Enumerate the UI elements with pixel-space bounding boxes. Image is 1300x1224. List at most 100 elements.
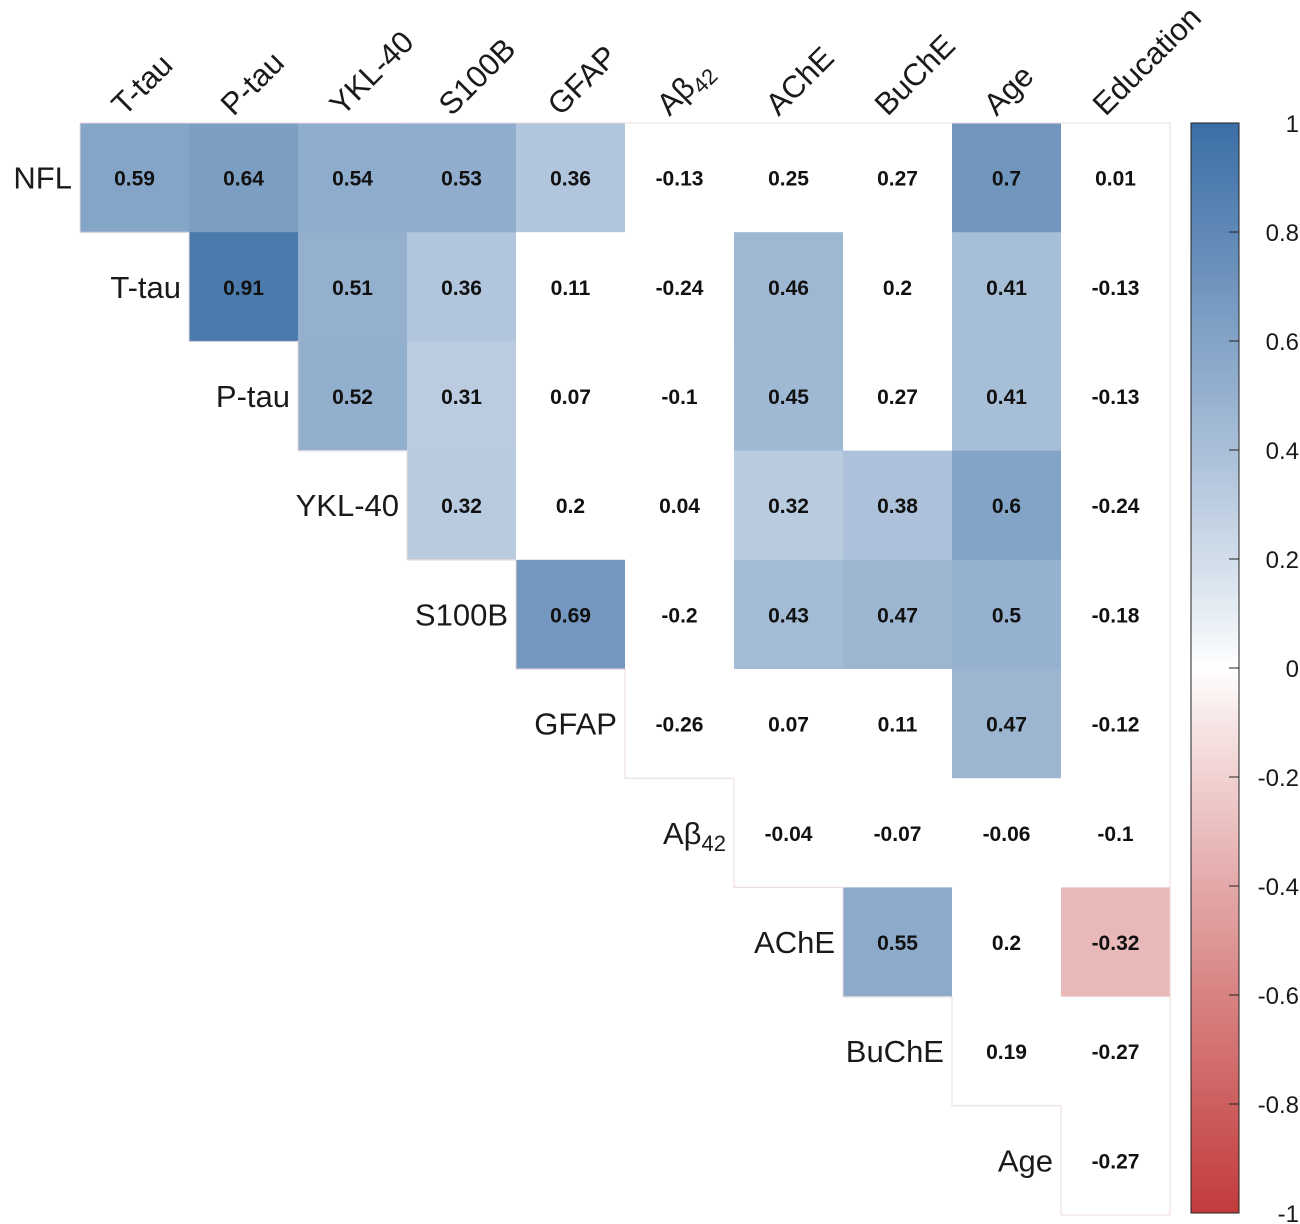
cell-value-label: -0.1 bbox=[661, 386, 698, 409]
cell-value-label: 0.54 bbox=[332, 168, 373, 191]
cell-ttau-ptau bbox=[189, 232, 299, 342]
cell-value-label: -0.26 bbox=[656, 714, 704, 737]
cell-value-label: -0.24 bbox=[1092, 495, 1140, 518]
row-label: Aβ42 bbox=[663, 816, 726, 856]
cell-ptau-a42 bbox=[625, 341, 735, 452]
column-label: S100B bbox=[432, 31, 523, 122]
cell-buche-age bbox=[952, 996, 1062, 1107]
column-labels: T-tau P-tau YKL-40 S100B GFAP Aβ42 AChE BuChE Ag… bbox=[105, 0, 1208, 125]
cell-s100b-age bbox=[952, 559, 1062, 670]
cell-nfl-age bbox=[952, 123, 1062, 233]
cell-ptau-ache bbox=[734, 341, 844, 452]
cell-value-label: 0.27 bbox=[877, 168, 918, 191]
colorbar-tick-label: -0.4 bbox=[1258, 874, 1299, 901]
cell-value-label: 0.04 bbox=[659, 495, 700, 518]
cell-value-label: -0.32 bbox=[1092, 932, 1140, 955]
cell-ptau-s100b bbox=[407, 341, 517, 452]
cell-ykl40-s100b bbox=[407, 450, 517, 561]
cell-ttau-ache bbox=[734, 232, 844, 342]
cell-value-label: -0.13 bbox=[656, 168, 704, 191]
colorbar-tick-label: -1 bbox=[1278, 1201, 1299, 1224]
cell-value-label: 0.47 bbox=[986, 714, 1027, 737]
cell-value-label: -0.06 bbox=[983, 823, 1031, 846]
row-label: BuChE bbox=[846, 1034, 944, 1069]
cell-value-label: 0.32 bbox=[441, 495, 482, 518]
cell-value-label: 0.55 bbox=[877, 932, 918, 955]
cell-a42-buche bbox=[843, 778, 953, 888]
column-label: Education bbox=[1086, 0, 1208, 122]
colorbar: 1 0.8 0.6 0.4 0.2 0 -0.2 -0.4 -0.6 -0.8 -1 bbox=[1190, 111, 1299, 1224]
column-label: Aβ42 bbox=[650, 53, 723, 126]
row-label: YKL-40 bbox=[296, 488, 399, 523]
cell-value-label: 0.2 bbox=[883, 277, 912, 300]
cell-gfap-ache bbox=[734, 669, 844, 779]
cell-value-label: -0.18 bbox=[1092, 604, 1140, 627]
cell-value-label: 0.69 bbox=[550, 604, 591, 627]
colorbar-tick-label: 0 bbox=[1286, 656, 1299, 683]
cell-value-label: 0.11 bbox=[878, 714, 918, 737]
cell-value-label: 0.46 bbox=[768, 277, 809, 300]
cell-value-label: -0.27 bbox=[1092, 1150, 1140, 1173]
colorbar-tick-label: -0.6 bbox=[1258, 983, 1299, 1010]
cell-ykl40-buche bbox=[843, 450, 953, 561]
colorbar-tick-label: 0.6 bbox=[1266, 329, 1299, 356]
cell-ache-age bbox=[952, 887, 1062, 998]
cell-s100b-ache bbox=[734, 559, 844, 670]
cell-nfl-buche bbox=[843, 123, 953, 233]
cell-value-label: -0.1 bbox=[1097, 823, 1134, 846]
cell-ptau-gfap bbox=[516, 341, 626, 452]
cell-gfap-buche bbox=[843, 669, 953, 779]
cell-s100b-a42 bbox=[625, 559, 735, 670]
colorbar-tick-label: -0.2 bbox=[1258, 765, 1299, 792]
cell-ptau-buche bbox=[843, 341, 953, 452]
cell-nfl-ache bbox=[734, 123, 844, 233]
column-label: AChE bbox=[759, 40, 841, 122]
column-label: T-tau bbox=[105, 47, 180, 122]
cell-value-label: 0.5 bbox=[992, 604, 1022, 627]
cell-s100b-gfap bbox=[516, 559, 626, 670]
cell-value-label: 0.53 bbox=[441, 168, 482, 191]
cell-value-label: 0.32 bbox=[768, 495, 809, 518]
cell-value-label: 0.07 bbox=[550, 386, 591, 409]
row-label: AChE bbox=[754, 925, 835, 960]
cell-ttau-gfap bbox=[516, 232, 626, 342]
cell-nfl-a42 bbox=[625, 123, 735, 233]
cell-age-education bbox=[1061, 1105, 1171, 1216]
cell-value-label: -0.13 bbox=[1092, 386, 1140, 409]
cell-nfl-s100b bbox=[407, 123, 517, 233]
colorbar-tick-label: 0.2 bbox=[1266, 547, 1299, 574]
cell-ache-buche bbox=[843, 887, 953, 998]
row-label: S100B bbox=[415, 597, 508, 632]
column-label: P-tau bbox=[214, 45, 291, 122]
cell-a42-ache bbox=[734, 778, 844, 888]
cell-value-label: -0.2 bbox=[661, 604, 697, 627]
cell-value-label: 0.11 bbox=[551, 277, 591, 300]
cell-nfl-gfap bbox=[516, 123, 626, 233]
heatmap-outline bbox=[79, 122, 1171, 1216]
colorbar-tick-label: 0.4 bbox=[1266, 438, 1299, 465]
cell-value-label: -0.24 bbox=[656, 277, 704, 300]
cell-value-label: 0.47 bbox=[877, 604, 918, 627]
cell-nfl-ptau bbox=[189, 123, 299, 233]
row-labels: NFL T-tau P-tau YKL-40 S100B GFAP Aβ42 AChE BuCh… bbox=[13, 161, 1053, 1179]
cell-value-label: 0.01 bbox=[1095, 168, 1136, 191]
cell-value-label: 0.64 bbox=[223, 168, 264, 191]
cell-value-label: -0.13 bbox=[1092, 277, 1140, 300]
cell-gfap-a42 bbox=[625, 669, 735, 779]
cell-value-label: 0.25 bbox=[768, 168, 809, 191]
row-label: NFL bbox=[13, 161, 72, 196]
cell-value-label: 0.2 bbox=[992, 932, 1021, 955]
cell-value-label: 0.36 bbox=[550, 168, 591, 191]
colorbar-tick-label: -0.8 bbox=[1258, 1092, 1299, 1119]
column-label: Age bbox=[977, 58, 1041, 122]
cell-value-label: 0.38 bbox=[877, 495, 918, 518]
cell-value-label: 0.91 bbox=[223, 277, 264, 300]
cell-s100b-education bbox=[1061, 559, 1171, 670]
cell-nfl-ttau bbox=[80, 123, 190, 233]
cell-nfl-ykl40 bbox=[298, 123, 408, 233]
cell-ptau-education bbox=[1061, 341, 1171, 452]
cell-ttau-education bbox=[1061, 232, 1171, 342]
column-label: YKL-40 bbox=[323, 24, 421, 122]
cell-ptau-age bbox=[952, 341, 1062, 452]
cell-ttau-s100b bbox=[407, 232, 517, 342]
